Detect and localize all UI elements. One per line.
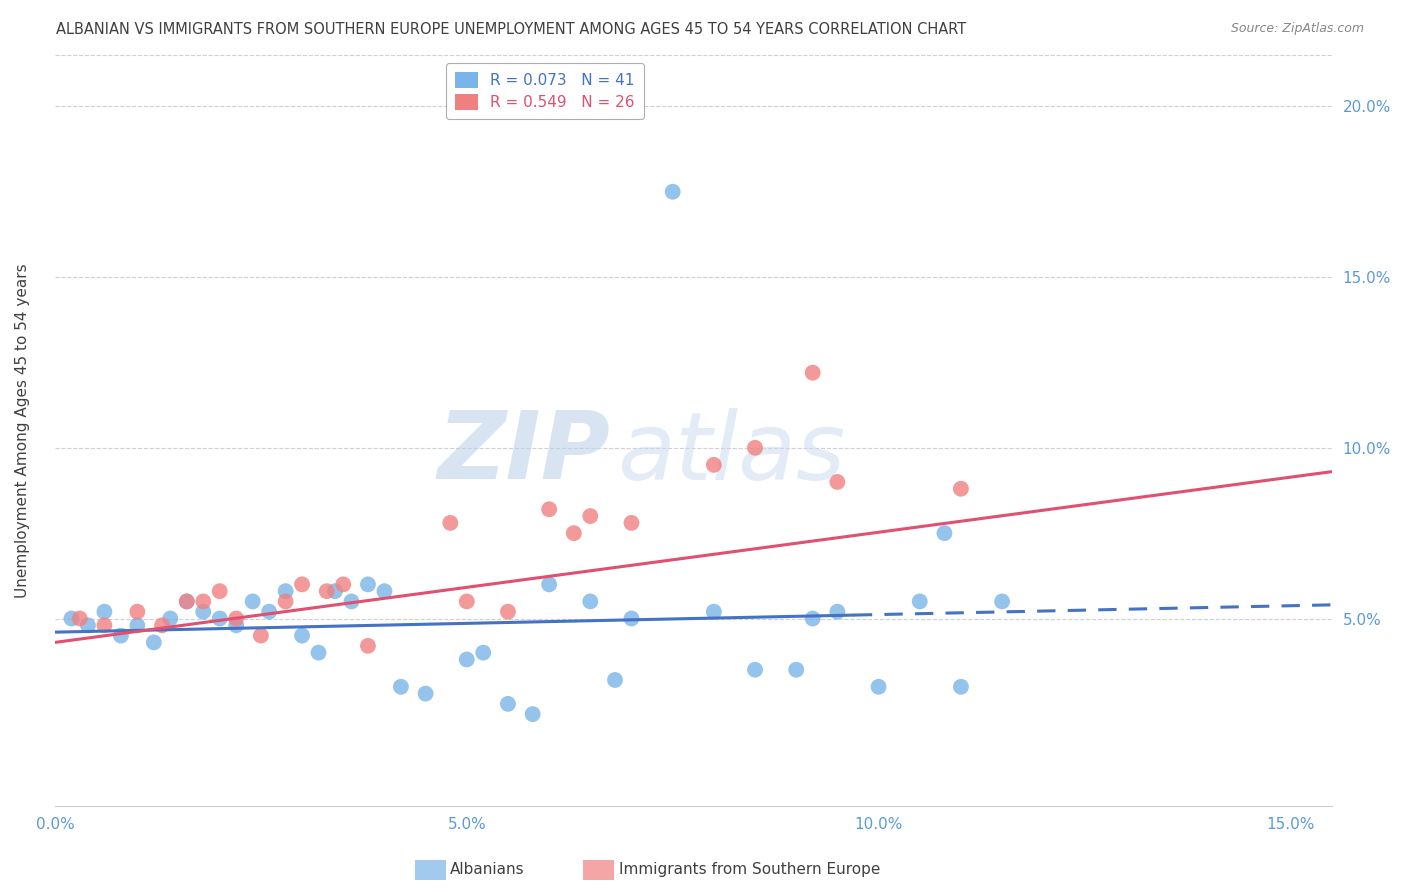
Point bbox=[69, 611, 91, 625]
Text: Albanians: Albanians bbox=[450, 863, 524, 877]
Point bbox=[703, 458, 725, 472]
Text: Immigrants from Southern Europe: Immigrants from Southern Europe bbox=[619, 863, 880, 877]
Point bbox=[496, 697, 519, 711]
Point bbox=[579, 594, 602, 608]
Text: Source: ZipAtlas.com: Source: ZipAtlas.com bbox=[1230, 22, 1364, 36]
Point bbox=[176, 594, 198, 608]
Legend: R = 0.073   N = 41, R = 0.549   N = 26: R = 0.073 N = 41, R = 0.549 N = 26 bbox=[446, 62, 644, 120]
Point bbox=[415, 687, 437, 701]
Point bbox=[340, 594, 363, 608]
Point bbox=[472, 646, 495, 660]
Point bbox=[801, 366, 824, 380]
Point bbox=[538, 577, 561, 591]
Point bbox=[193, 594, 215, 608]
Point bbox=[77, 618, 100, 632]
Point bbox=[579, 509, 602, 524]
Point bbox=[315, 584, 337, 599]
Point bbox=[225, 618, 247, 632]
Point bbox=[538, 502, 561, 516]
Point bbox=[193, 605, 215, 619]
Point bbox=[308, 646, 330, 660]
Point bbox=[949, 680, 972, 694]
Text: ALBANIAN VS IMMIGRANTS FROM SOUTHERN EUROPE UNEMPLOYMENT AMONG AGES 45 TO 54 YEA: ALBANIAN VS IMMIGRANTS FROM SOUTHERN EUR… bbox=[56, 22, 966, 37]
Point bbox=[242, 594, 264, 608]
Point bbox=[934, 526, 956, 541]
Point bbox=[257, 605, 280, 619]
Point bbox=[603, 673, 626, 687]
Point bbox=[827, 605, 849, 619]
Point bbox=[949, 482, 972, 496]
Point bbox=[439, 516, 461, 530]
Point bbox=[456, 652, 478, 666]
Point bbox=[274, 584, 297, 599]
Point bbox=[332, 577, 354, 591]
Point bbox=[620, 611, 643, 625]
Point bbox=[868, 680, 890, 694]
Text: atlas: atlas bbox=[617, 408, 845, 499]
Point bbox=[93, 605, 115, 619]
Point bbox=[785, 663, 807, 677]
Point bbox=[661, 185, 683, 199]
Point bbox=[208, 611, 231, 625]
Point bbox=[801, 611, 824, 625]
Point bbox=[522, 707, 544, 722]
Point bbox=[250, 629, 273, 643]
Point bbox=[323, 584, 346, 599]
Point bbox=[389, 680, 412, 694]
Point bbox=[208, 584, 231, 599]
Point bbox=[703, 605, 725, 619]
Point bbox=[150, 618, 173, 632]
Point bbox=[274, 594, 297, 608]
Point bbox=[142, 635, 165, 649]
Point bbox=[93, 618, 115, 632]
Point bbox=[744, 663, 766, 677]
Text: ZIP: ZIP bbox=[437, 408, 610, 500]
Point bbox=[176, 594, 198, 608]
Point bbox=[620, 516, 643, 530]
Point bbox=[357, 577, 380, 591]
Point bbox=[744, 441, 766, 455]
Point bbox=[373, 584, 395, 599]
Point bbox=[291, 629, 314, 643]
Point bbox=[127, 618, 149, 632]
Point bbox=[159, 611, 181, 625]
Point bbox=[291, 577, 314, 591]
Point bbox=[496, 605, 519, 619]
Point bbox=[991, 594, 1014, 608]
Point bbox=[225, 611, 247, 625]
Point bbox=[456, 594, 478, 608]
Point bbox=[827, 475, 849, 489]
Point bbox=[357, 639, 380, 653]
Point bbox=[908, 594, 931, 608]
Y-axis label: Unemployment Among Ages 45 to 54 years: Unemployment Among Ages 45 to 54 years bbox=[15, 263, 30, 598]
Point bbox=[60, 611, 83, 625]
Point bbox=[110, 629, 132, 643]
Point bbox=[562, 526, 585, 541]
Point bbox=[127, 605, 149, 619]
